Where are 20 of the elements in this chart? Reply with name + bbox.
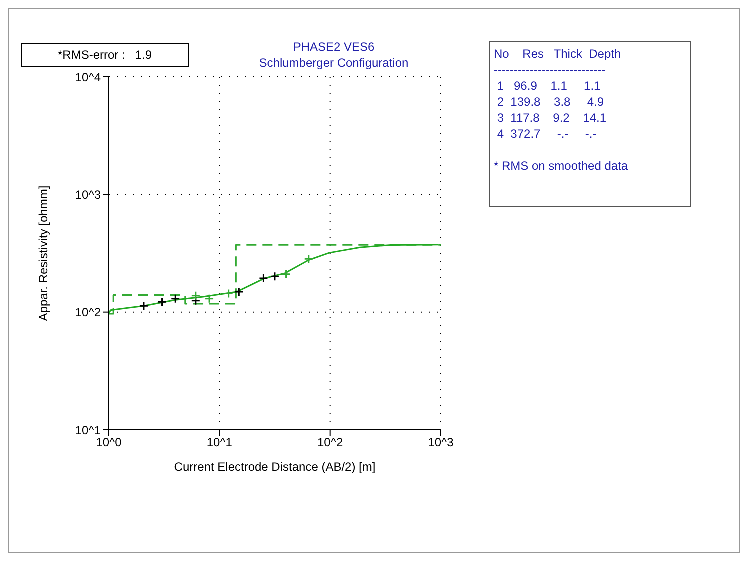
chart-subtitle: Schlumberger Configuration (258, 55, 410, 71)
y-tick-label: 10^1 (75, 423, 102, 438)
y-tick-label: 10^2 (75, 306, 102, 320)
text: 3 117.8 9.2 14.1 (496, 110, 608, 126)
x-tick-label: 10^0 (96, 436, 122, 450)
y-axis-title: Appar. Resistivity [ohmm] (36, 186, 50, 322)
text: No Res Thick Depth (494, 46, 622, 62)
text: 1 96.9 1.1 1.1 (496, 78, 602, 94)
x-tick-label: 10^3 (428, 436, 454, 450)
y-tick-label: 10^3 (75, 188, 102, 202)
y-tick-label: 10^4 (75, 70, 102, 84)
text: *RMS-error : 1.9 (21, 43, 189, 67)
text: 4 372.7 -.- -.- (496, 126, 598, 142)
x-tick-label: 10^1 (206, 436, 233, 450)
text: * RMS on smoothed data (494, 158, 630, 174)
text: 2 139.8 3.8 4.9 (496, 94, 606, 110)
text: ---------------------------- (494, 62, 607, 78)
chart-title: PHASE2 VES6 (292, 39, 376, 55)
x-axis-title: Current Electrode Distance (AB/2) [m] (174, 460, 376, 474)
x-tick-label: 10^2 (318, 436, 344, 450)
